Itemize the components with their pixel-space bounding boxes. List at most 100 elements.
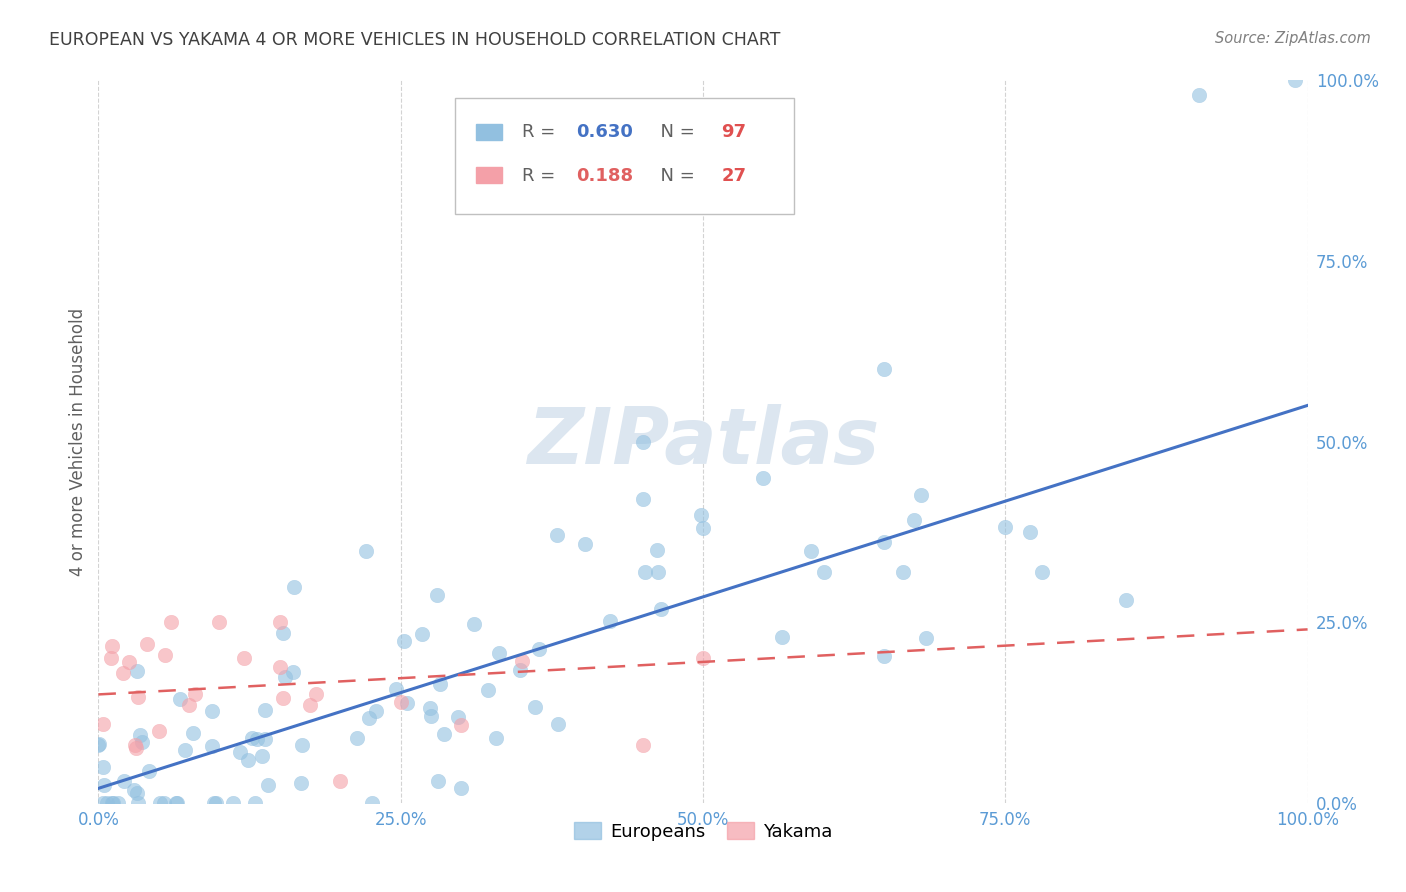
Point	[356, 543, 378, 558]
Point	[291, 738, 314, 752]
Point	[510, 654, 533, 668]
Point	[149, 796, 172, 810]
Point	[160, 615, 183, 630]
Point	[429, 677, 451, 691]
Point	[477, 682, 499, 697]
Point	[138, 764, 160, 779]
Point	[631, 434, 654, 449]
Point	[236, 753, 259, 767]
FancyBboxPatch shape	[475, 124, 502, 139]
Point	[254, 703, 277, 717]
Point	[205, 796, 228, 810]
Text: N =: N =	[648, 167, 700, 185]
Point	[271, 626, 294, 640]
Point	[101, 640, 124, 654]
Point	[914, 632, 936, 646]
Point	[361, 796, 384, 810]
Point	[631, 738, 654, 752]
Point	[891, 565, 914, 579]
Point	[1018, 525, 1040, 540]
Point	[329, 774, 352, 789]
Point	[250, 749, 273, 764]
Point	[419, 700, 441, 714]
Point	[366, 704, 388, 718]
Point	[232, 651, 254, 665]
Point	[873, 649, 896, 664]
Point	[396, 696, 419, 710]
Point	[245, 796, 267, 810]
Point	[524, 700, 547, 714]
Point	[127, 690, 149, 704]
Point	[125, 740, 148, 755]
Point	[574, 537, 596, 551]
Point	[752, 471, 775, 485]
Point	[450, 718, 472, 732]
Point	[1284, 73, 1306, 87]
Point	[93, 778, 115, 792]
FancyBboxPatch shape	[456, 98, 793, 214]
Point	[184, 687, 207, 701]
Point	[169, 691, 191, 706]
Point	[910, 488, 932, 502]
Point	[101, 796, 124, 810]
Point	[135, 637, 157, 651]
Point	[112, 773, 135, 788]
Point	[463, 616, 485, 631]
Point	[599, 614, 621, 628]
Point	[166, 796, 188, 810]
Point	[433, 727, 456, 741]
Point	[546, 527, 568, 541]
Point	[274, 670, 297, 684]
Point	[547, 716, 569, 731]
Point	[389, 695, 412, 709]
Point	[283, 580, 305, 594]
Point	[305, 687, 328, 701]
Point	[450, 781, 472, 796]
Point	[128, 728, 150, 742]
Point	[420, 708, 443, 723]
Point	[254, 732, 277, 747]
Point	[124, 738, 146, 752]
Point	[647, 566, 669, 580]
Point	[357, 711, 380, 725]
Point	[426, 588, 449, 602]
Point	[96, 796, 118, 810]
Point	[385, 682, 408, 697]
Point	[91, 796, 114, 810]
Point	[131, 735, 153, 749]
Y-axis label: 4 or more Vehicles in Household: 4 or more Vehicles in Household	[69, 308, 87, 575]
Point	[692, 651, 714, 665]
Point	[222, 796, 245, 810]
Point	[242, 731, 264, 745]
Point	[125, 786, 148, 800]
Point	[165, 796, 187, 810]
Point	[645, 542, 668, 557]
Point	[631, 492, 654, 507]
Point	[772, 630, 794, 644]
Point	[93, 759, 115, 773]
Point	[692, 521, 714, 535]
Point	[873, 535, 896, 549]
Point	[283, 665, 305, 680]
Point	[246, 731, 269, 746]
Point	[290, 775, 312, 789]
Text: N =: N =	[648, 123, 700, 141]
Point	[127, 796, 149, 810]
Text: EUROPEAN VS YAKAMA 4 OR MORE VEHICLES IN HOUSEHOLD CORRELATION CHART: EUROPEAN VS YAKAMA 4 OR MORE VEHICLES IN…	[49, 31, 780, 49]
Text: 0.188: 0.188	[576, 167, 633, 185]
Point	[117, 655, 139, 669]
Point	[257, 778, 280, 792]
Point	[527, 642, 550, 657]
Point	[447, 710, 470, 724]
Point	[177, 698, 200, 712]
Text: 27: 27	[721, 167, 747, 185]
Point	[873, 362, 896, 376]
Legend: Europeans, Yakama: Europeans, Yakama	[567, 814, 839, 848]
Point	[813, 565, 835, 579]
Point	[1188, 87, 1211, 102]
Point	[346, 731, 368, 745]
Text: R =: R =	[522, 123, 561, 141]
Text: Source: ZipAtlas.com: Source: ZipAtlas.com	[1215, 31, 1371, 46]
Point	[903, 513, 925, 527]
Point	[89, 737, 111, 751]
